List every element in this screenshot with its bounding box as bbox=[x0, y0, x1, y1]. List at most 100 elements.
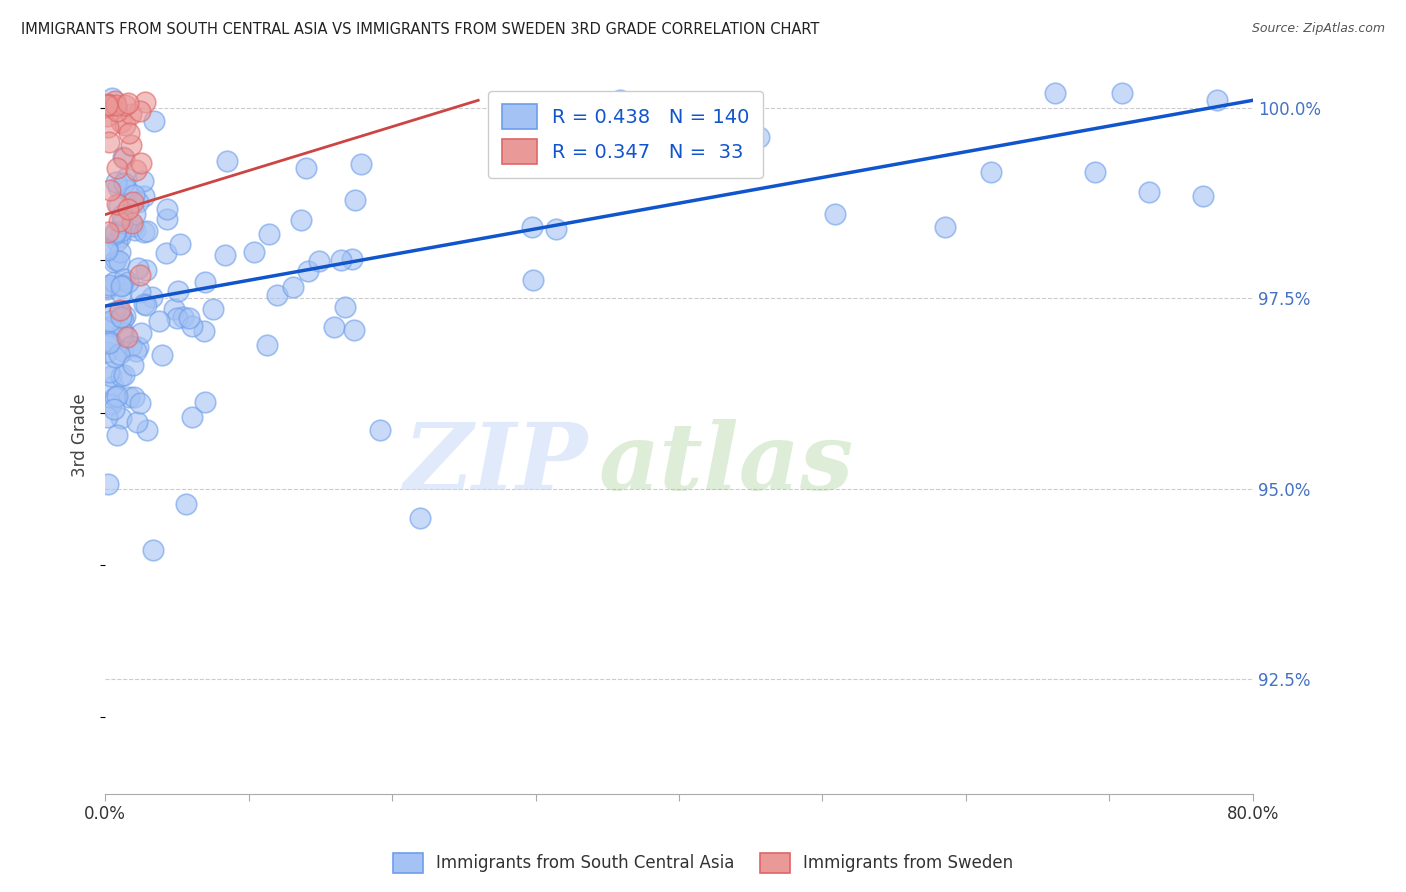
Point bbox=[322, 320, 344, 334]
Point bbox=[136, 423, 159, 437]
Point bbox=[110, 411, 132, 425]
Point bbox=[129, 156, 152, 170]
Point bbox=[97, 334, 120, 348]
Point bbox=[344, 193, 367, 207]
Point bbox=[120, 107, 142, 121]
Point bbox=[266, 288, 288, 302]
Point bbox=[135, 224, 157, 238]
Point bbox=[103, 378, 125, 392]
Point bbox=[111, 344, 134, 359]
Point bbox=[112, 326, 135, 340]
Point bbox=[96, 241, 118, 255]
Point bbox=[112, 272, 135, 286]
Point bbox=[108, 245, 131, 260]
Point bbox=[97, 120, 120, 135]
Point bbox=[118, 126, 141, 140]
Point bbox=[174, 497, 197, 511]
Point bbox=[166, 310, 188, 325]
Point bbox=[105, 235, 128, 249]
Point bbox=[127, 261, 149, 276]
Point bbox=[98, 336, 121, 351]
Point bbox=[135, 262, 157, 277]
Point bbox=[110, 310, 132, 325]
Point bbox=[110, 286, 132, 301]
Point bbox=[104, 225, 127, 239]
Point bbox=[163, 301, 186, 316]
Point bbox=[103, 255, 125, 269]
Point bbox=[122, 358, 145, 372]
Point bbox=[112, 312, 135, 326]
Point bbox=[100, 99, 122, 113]
Point bbox=[122, 390, 145, 404]
Point bbox=[118, 390, 141, 404]
Point bbox=[103, 305, 125, 319]
Point bbox=[124, 223, 146, 237]
Point bbox=[343, 323, 366, 337]
Point bbox=[350, 156, 373, 170]
Point bbox=[520, 220, 543, 235]
Point bbox=[96, 96, 118, 111]
Point bbox=[117, 275, 139, 289]
Point bbox=[202, 301, 225, 316]
Point bbox=[824, 206, 846, 220]
Point bbox=[155, 245, 177, 260]
Point bbox=[104, 390, 127, 404]
Point bbox=[135, 298, 157, 312]
Point bbox=[98, 314, 121, 328]
Point bbox=[156, 202, 179, 216]
Point bbox=[117, 95, 139, 110]
Point bbox=[127, 415, 149, 429]
Point bbox=[141, 290, 163, 304]
Point bbox=[104, 98, 127, 112]
Point bbox=[96, 345, 118, 359]
Point bbox=[104, 350, 127, 364]
Point bbox=[105, 428, 128, 442]
Point bbox=[242, 245, 264, 260]
Point bbox=[340, 252, 363, 266]
Point bbox=[295, 161, 318, 176]
Point bbox=[283, 280, 305, 294]
Point bbox=[114, 98, 136, 112]
Point bbox=[111, 277, 134, 292]
Point bbox=[368, 423, 391, 437]
Point bbox=[96, 98, 118, 112]
Point bbox=[127, 340, 149, 354]
Y-axis label: 3rd Grade: 3rd Grade bbox=[72, 393, 89, 477]
Point bbox=[124, 207, 146, 221]
Text: ZIP: ZIP bbox=[404, 419, 588, 509]
Point bbox=[96, 410, 118, 425]
Point bbox=[96, 282, 118, 296]
Point bbox=[96, 317, 118, 331]
Point bbox=[122, 188, 145, 202]
Point bbox=[107, 180, 129, 194]
Point bbox=[193, 395, 215, 409]
Point bbox=[134, 188, 156, 202]
Point bbox=[1111, 86, 1133, 100]
Point bbox=[108, 254, 131, 268]
Point bbox=[256, 338, 278, 352]
Point bbox=[409, 511, 432, 525]
Text: atlas: atlas bbox=[599, 419, 853, 509]
Point bbox=[129, 103, 152, 118]
Point bbox=[1045, 86, 1067, 100]
Point bbox=[112, 176, 135, 190]
Point bbox=[108, 347, 131, 361]
Point bbox=[110, 279, 132, 293]
Point bbox=[108, 230, 131, 244]
Point bbox=[122, 195, 145, 210]
Point bbox=[129, 268, 152, 282]
Point bbox=[114, 309, 136, 323]
Point bbox=[142, 114, 165, 128]
Point bbox=[142, 542, 165, 557]
Point bbox=[115, 329, 138, 343]
Point bbox=[104, 94, 127, 108]
Point bbox=[1137, 185, 1160, 199]
Point bbox=[172, 310, 194, 324]
Point bbox=[132, 225, 155, 239]
Point bbox=[110, 369, 132, 384]
Point bbox=[980, 164, 1002, 178]
Point bbox=[112, 368, 135, 382]
Point bbox=[96, 243, 118, 257]
Point bbox=[1192, 189, 1215, 203]
Point bbox=[132, 174, 155, 188]
